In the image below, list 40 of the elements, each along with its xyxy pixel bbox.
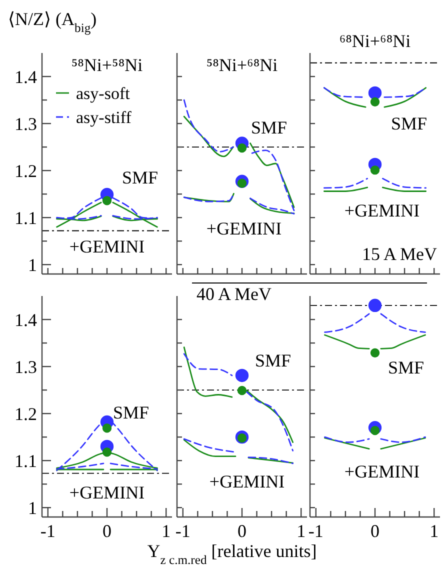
annotation: SMF <box>250 117 288 138</box>
annotation: +GEMINI <box>344 461 420 482</box>
chart-title: ⁵⁸Ni+⁵⁸Ni <box>71 55 143 75</box>
x-tick-label: 0 <box>370 521 380 541</box>
y-tick-label: 1.4 <box>14 66 37 87</box>
annotation: SMF <box>388 357 424 378</box>
annotation: +GEMINI <box>206 218 282 238</box>
annotation: +GEMINI <box>69 482 145 502</box>
annotation: SMF <box>254 350 292 370</box>
chart-title: ⁶⁸Ni+⁶⁸Ni <box>339 31 411 51</box>
x-tick-label: 1 <box>162 521 171 541</box>
legend-label: asy-soft <box>76 84 130 103</box>
y-tick-label: 1.4 <box>14 310 37 330</box>
x-tick-label: -1 <box>175 521 190 541</box>
annotation: +GEMINI <box>344 200 420 220</box>
annotation: +GEMINI <box>209 471 285 492</box>
y-tick-label: 1.1 <box>14 208 37 228</box>
chart-title: ⁵⁸Ni+⁶⁸Ni <box>206 55 278 75</box>
annotation: 15 A MeV <box>362 244 437 264</box>
x-tick-label: 0 <box>102 521 112 541</box>
x-axis-title: Y$_{z c.m.red}$ [relative units] <box>147 541 317 567</box>
annotation: +GEMINI <box>69 236 145 256</box>
x-tick-label: 0 <box>238 521 246 541</box>
x-tick-label: -1 <box>308 521 324 541</box>
y-tick-label: 1.2 <box>14 404 37 424</box>
annotation: SMF <box>122 167 158 188</box>
y-tick-label: 1.3 <box>14 114 37 134</box>
y-tick-label: 1 <box>28 254 37 275</box>
y-tick-label: 1.1 <box>14 450 37 471</box>
annotation: 40 A MeV <box>196 284 272 304</box>
y-tick-label: 1.3 <box>14 356 37 377</box>
annotation: SMF <box>390 113 428 134</box>
y-tick-label: 1.2 <box>14 160 37 181</box>
x-tick-label: -1 <box>40 521 56 541</box>
annotation: SMF <box>112 402 150 422</box>
y-axis-title: ⟨N/Z⟩ (A$_{big}$) <box>8 9 97 35</box>
x-tick-label: 1 <box>296 521 306 541</box>
x-tick-label: 1 <box>430 521 439 541</box>
y-tick-label: 1 <box>28 498 37 518</box>
legend-label: asy-stiff <box>76 108 132 127</box>
